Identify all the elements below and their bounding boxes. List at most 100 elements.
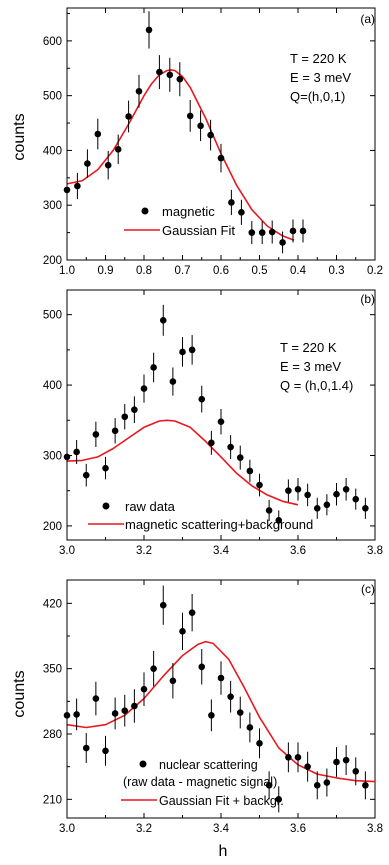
data-point-b [188,346,196,354]
x-tick-label-c: 3.6 [290,823,306,835]
x-tick-label-a: 0.7 [175,265,191,277]
x-tick-label-a: 0.5 [252,265,268,277]
y-tick-label-b: 300 [43,450,62,462]
x-tick-label-a: 0.2 [367,265,383,277]
data-point-a [248,229,256,236]
data-point-b [342,485,350,493]
annotation-q-b: Q = (h,0,1.4) [280,378,353,393]
data-point-c [304,763,311,770]
data-point-c [246,724,254,731]
x-tick-label-b: 3.6 [290,545,306,557]
annotation-temperature-a: T = 220 K [290,51,347,66]
fit-curve-b [66,419,299,506]
annotation-energy-b: E = 3 meV [280,359,341,374]
data-point-b [140,385,148,392]
y-tick-label-a: 600 [43,36,62,48]
y-tick-label-a: 200 [43,255,62,267]
annotation-energy-a: E = 3 meV [290,70,351,85]
data-point-c [102,747,109,755]
data-point-b [217,418,225,425]
data-point-c [131,702,138,710]
data-point-b [265,507,273,514]
data-point-c [323,779,331,786]
data-point-c [217,674,225,682]
data-point-c [188,609,196,616]
y-tick-label-c: 420 [43,598,62,610]
x-tick-label-b: 3.0 [59,545,75,557]
annotation-temperature-b: T = 220 K [280,340,337,355]
data-point-a [166,71,174,79]
data-point-a [197,122,204,130]
data-point-c [121,707,129,714]
data-point-b [246,467,254,475]
data-point-b [256,481,263,489]
data-point-c [150,665,157,672]
data-point-c [198,663,206,671]
data-point-a [125,113,132,120]
data-point-b [73,448,80,456]
x-tick-label-a: 0.6 [213,265,229,277]
data-point-c [82,744,90,752]
data-point-c [265,782,273,789]
annotation-q-a: Q=(h,0,1) [290,89,345,104]
data-point-c [362,782,369,789]
data-point-a [94,130,102,138]
data-point-c [140,685,148,693]
data-point-c [63,712,71,719]
data-point-b [131,406,138,414]
y-tick-label-c: 280 [43,729,62,741]
data-point-c [313,782,321,789]
data-point-c [73,711,80,718]
legend-label-magnetic: magnetic [162,204,215,219]
data-point-b [102,464,109,472]
data-point-a [176,75,184,83]
legend-label-gaussian-fit: Gaussian Fit [162,223,235,238]
x-tick-label-b: 3.8 [367,545,383,557]
data-point-a [63,186,71,194]
x-tick-label-b: 3.2 [136,545,152,557]
data-point-b [208,439,215,447]
data-point-c [342,756,350,764]
data-point-c [159,601,167,609]
y-tick-label-b: 400 [43,380,62,392]
legend-label-gaussian-backgr: Gaussian Fit + backgr. [159,794,284,808]
data-point-c [227,693,234,700]
data-point-a [186,112,194,120]
data-point-a [207,131,214,139]
legend-label-nuclear-scattering-line1: nuclear scattering [159,758,258,772]
data-point-b [275,516,283,524]
data-point-b [179,348,186,356]
panel-label-a: (a) [360,12,375,26]
data-point-b [352,495,360,503]
data-point-b [294,485,302,493]
x-tick-label-c: 3.4 [213,823,230,835]
data-point-a [279,239,286,246]
data-point-c [208,712,215,719]
y-tick-label-a: 300 [43,200,62,212]
data-point-b [92,431,100,438]
data-point-b [82,471,90,479]
data-point-a [84,160,91,167]
y-tick-label-c: 350 [43,664,62,676]
panel-a: 1.0 0.9 0.8 0.7 0.6 0.5 0.4 0.3 0.2 200 300 400 500 6… [11,7,383,277]
data-point-b [121,413,129,421]
x-tick-label-b: 3.4 [213,545,230,557]
x-tick-label-c: 3.2 [136,823,152,835]
data-point-a [135,87,143,95]
data-point-a [156,68,163,76]
fit-curve-a [66,69,295,242]
legend-label-raw-data: raw data [125,499,176,514]
data-point-c [92,695,100,702]
data-point-b [236,454,244,461]
x-tick-label-a: 1.0 [59,265,75,277]
data-point-a [289,227,297,235]
data-point-b [323,501,331,509]
data-point-a [258,229,266,236]
data-point-b [313,505,321,512]
y-tick-label-c: 210 [43,794,62,806]
y-tick-label-a: 400 [43,145,62,157]
data-point-b [362,505,369,512]
panel-label-b: (b) [360,292,375,306]
data-point-b [227,443,234,451]
